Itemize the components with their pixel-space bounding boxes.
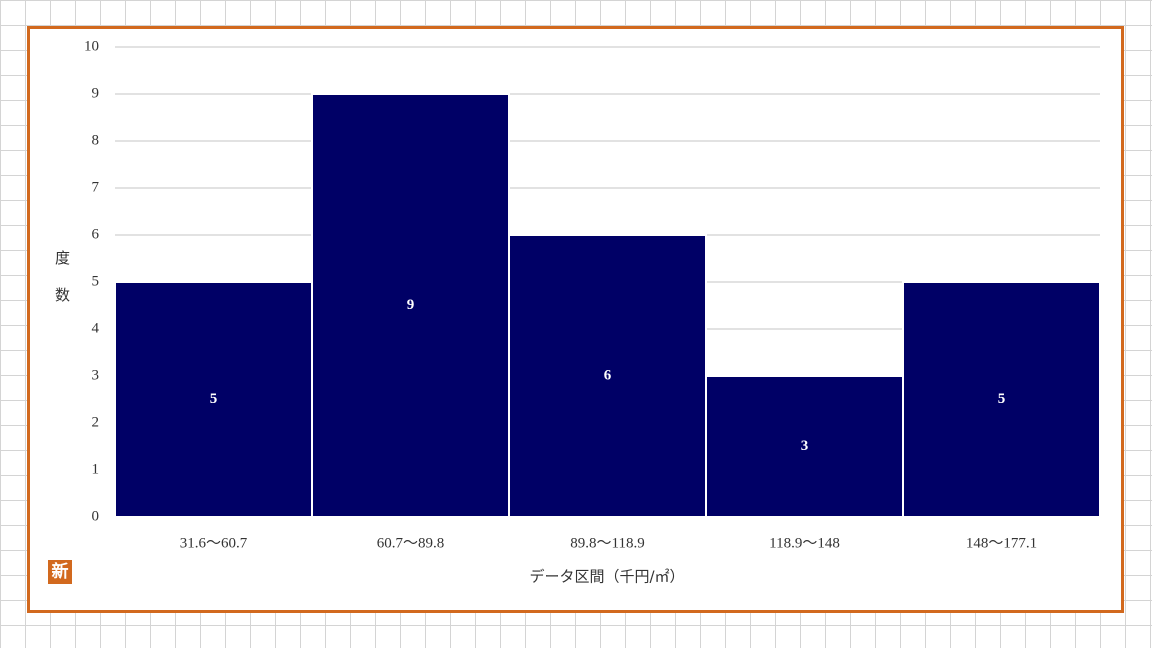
y-tick-label: 1 [92, 461, 100, 477]
x-tick-label: 118.9～148 [769, 535, 840, 551]
y-tick-label: 4 [92, 320, 100, 336]
y-tick-label: 7 [92, 179, 100, 195]
x-tick-label: 89.8～118.9 [570, 535, 644, 551]
x-tick-label: 60.7～89.8 [377, 535, 445, 551]
data-label: 5 [210, 391, 218, 407]
data-label: 9 [407, 297, 415, 313]
y-tick-label: 10 [84, 38, 99, 54]
y-tick-label: 6 [92, 226, 100, 242]
badge-icon: 新 [48, 560, 72, 584]
data-label: 5 [998, 391, 1006, 407]
x-tick-label: 31.6～60.7 [180, 535, 248, 551]
data-label: 3 [801, 438, 809, 454]
x-tick-label: 148～177.1 [966, 535, 1037, 551]
bar [705, 375, 904, 518]
x-axis-label: データ区間（千円/㎡） [529, 568, 684, 586]
y-tick-label: 8 [92, 132, 100, 148]
y-tick-label: 9 [92, 85, 100, 101]
bar [508, 234, 707, 518]
bar [311, 93, 510, 518]
y-tick-label: 3 [92, 367, 100, 383]
bar [902, 281, 1101, 518]
data-label: 6 [604, 367, 612, 383]
y-tick-label: 2 [92, 414, 100, 430]
y-tick-label: 0 [92, 508, 100, 524]
y-axis-label: 度数 [53, 250, 71, 324]
bar [114, 281, 313, 518]
y-tick-label: 5 [92, 273, 100, 289]
